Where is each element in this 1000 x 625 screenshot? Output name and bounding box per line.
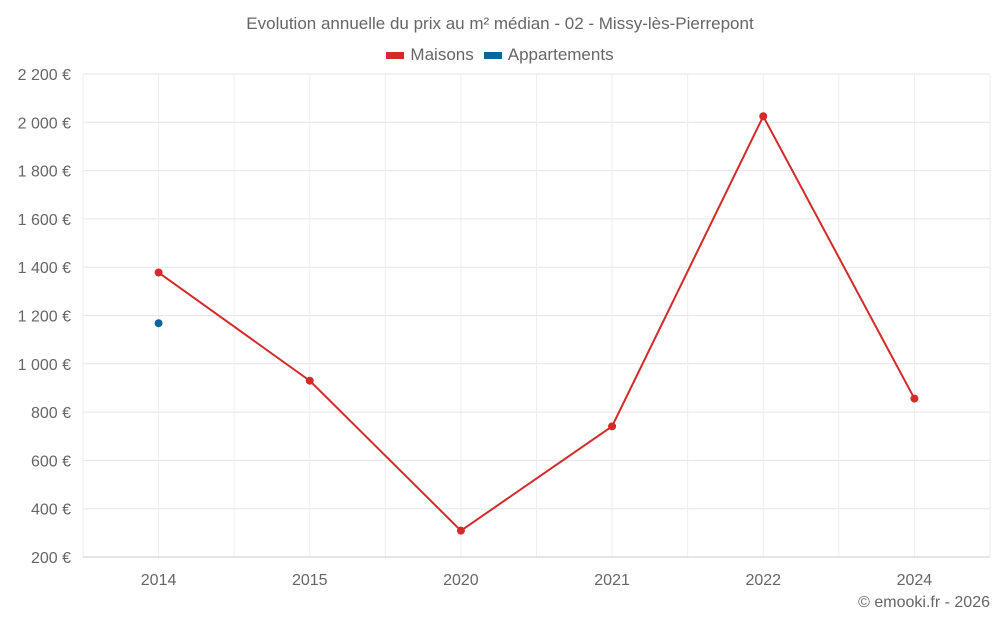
y-tick-label: 800 € <box>31 405 71 422</box>
legend-item-appartements[interactable]: Appartements <box>483 45 614 65</box>
y-tick-label: 2 200 € <box>18 67 71 84</box>
data-point-maisons[interactable] <box>759 112 768 121</box>
data-point-maisons[interactable] <box>608 422 617 431</box>
legend-label-maisons: Maisons <box>410 45 474 64</box>
x-tick-label: 2014 <box>141 572 177 589</box>
x-tick-label: 2021 <box>594 572 630 589</box>
x-axis: 2014 2015 2020 2021 2022 2024 <box>83 556 990 589</box>
x-tick-label: 2015 <box>292 572 328 589</box>
data-point-maisons[interactable] <box>154 268 163 277</box>
y-tick-label: 1 600 € <box>18 212 71 229</box>
series-line-maisons <box>158 114 916 532</box>
y-axis: 200 € 400 € 600 € 800 € 1 000 € 1 200 € 1 400 … <box>18 67 71 567</box>
data-point-maisons[interactable] <box>910 394 919 403</box>
x-tick-label: 2022 <box>745 572 781 589</box>
legend-swatch-appartements <box>483 51 502 59</box>
credits[interactable]: © emooki.fr - 2026 <box>858 594 990 611</box>
y-tick-label: 1 400 € <box>18 260 71 277</box>
x-tick-label: 2024 <box>897 572 933 589</box>
y-tick-label: 1 000 € <box>18 357 71 374</box>
legend-swatch-maisons <box>386 51 405 59</box>
y-tick-label: 2 000 € <box>18 115 71 132</box>
chart-title: Evolution annuelle du prix au m² médian … <box>246 14 754 33</box>
data-point-maisons[interactable] <box>305 376 314 385</box>
gridlines <box>82 73 991 557</box>
series-layer <box>154 112 919 535</box>
y-tick-label: 1 800 € <box>18 164 71 181</box>
legend-label-appartements: Appartements <box>507 45 614 64</box>
data-point-appartements[interactable] <box>154 319 163 328</box>
legend: Maisons Appartements <box>0 45 1000 65</box>
x-tick-label: 2020 <box>443 572 479 589</box>
y-tick-label: 400 € <box>31 502 71 519</box>
y-tick-label: 200 € <box>31 550 71 567</box>
y-tick-label: 600 € <box>31 453 71 470</box>
legend-item-maisons[interactable]: Maisons <box>386 45 474 65</box>
data-point-maisons[interactable] <box>456 526 465 535</box>
y-tick-label: 1 200 € <box>18 309 71 326</box>
